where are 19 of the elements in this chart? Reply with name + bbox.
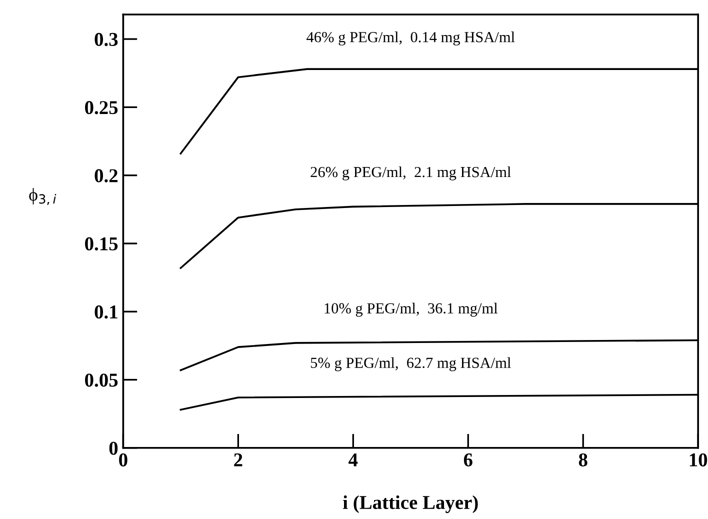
annotation: 26% g PEG/ml, 2.1 mg HSA/ml bbox=[310, 166, 511, 180]
y-tick-label: 0.3 bbox=[94, 32, 118, 46]
x-axis-title: i (Lattice Layer) bbox=[343, 495, 478, 514]
annotation: 10% g PEG/ml, 36.1 mg/ml bbox=[324, 302, 498, 317]
y-tick-label: 0.15 bbox=[85, 237, 118, 250]
annotation: 46% g PEG/ml, 0.14 mg HSA/ml bbox=[306, 32, 515, 46]
y-tick-label: 0.1 bbox=[94, 305, 118, 319]
x-tick-label: 2 bbox=[234, 453, 242, 466]
y-tick-label: 0 bbox=[109, 442, 118, 455]
annotation: 5% g PEG/ml, 62.7 mg HSA/ml bbox=[310, 357, 511, 372]
y-axis-title: ϕ$_{3,i}$ bbox=[29, 188, 56, 206]
y-tick-label: 0.25 bbox=[85, 101, 118, 114]
y-tick-label: 0.2 bbox=[94, 169, 118, 182]
x-tick-label: 10 bbox=[690, 453, 708, 466]
x-tick-label: 0 bbox=[119, 453, 128, 466]
x-tick-label: 4 bbox=[348, 453, 358, 466]
x-tick-label: 6 bbox=[464, 453, 472, 466]
y-tick-label: 0.05 bbox=[85, 374, 118, 387]
x-tick-label: 8 bbox=[578, 453, 588, 466]
